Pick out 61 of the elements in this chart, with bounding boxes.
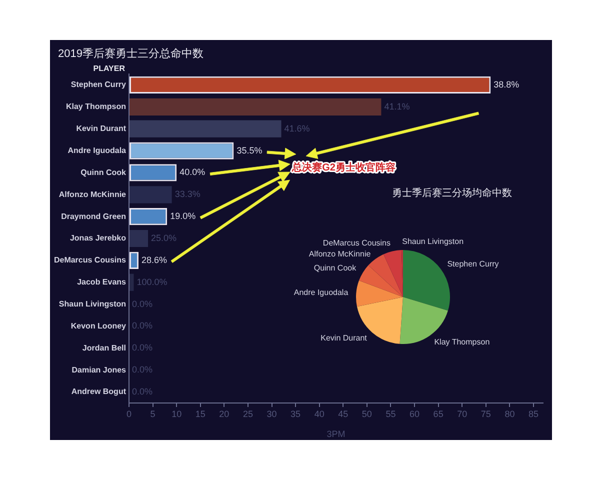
y-tick-label: Quinn Cook [80, 168, 127, 177]
y-tick-label: Damian Jones [72, 365, 127, 374]
y-tick-label: Draymond Green [61, 212, 126, 221]
slice-label: Andre Iguodala [294, 288, 349, 298]
x-tick-label: 20 [219, 408, 230, 419]
x-tick-label: 35 [290, 408, 301, 419]
y-tick-label: Jacob Evans [77, 278, 127, 287]
x-tick-label: 60 [410, 408, 420, 419]
annotation: 0.0% [132, 386, 153, 397]
y-axis-title: PLAYER [93, 64, 126, 74]
annotation: 100.0% [136, 276, 168, 287]
x-tick-label: 15 [195, 408, 206, 419]
x-tick-label: 50 [362, 408, 372, 419]
annotation: 41.1% [384, 101, 410, 112]
x-tick-label: 45 [338, 408, 348, 419]
x-tick-label: 5 [150, 408, 156, 419]
x-tick-label: 10 [172, 408, 182, 419]
annotation: 19.0% [170, 211, 196, 222]
slice-label: Alfonzo McKinnie [308, 250, 372, 259]
annotation: 0.0% [132, 320, 153, 331]
y-tick-label: Shaun Livingston [58, 300, 126, 309]
y-tick-label: Alfonzo McKinnie [58, 190, 127, 199]
slice-label: Quinn Cook [314, 263, 358, 272]
x-tick-label: 65 [433, 408, 444, 419]
annotation: 41.6% [284, 123, 310, 134]
y-tick-label: Stephen Curry [70, 80, 127, 90]
x-tick-label: 85 [528, 408, 538, 419]
y-tick-label: DeMarcus Cousins [54, 256, 127, 265]
slice-label: DeMarcus Cousins [322, 238, 390, 248]
x-tick-label: 30 [266, 408, 277, 419]
annotation: 0.0% [132, 364, 153, 375]
y-tick-label: Andre Iguodala [68, 146, 127, 155]
slice-label: Klay Thompson [434, 337, 490, 346]
annotation: 0.0% [132, 298, 153, 309]
slice-label: Kevin Durant [320, 334, 368, 343]
y-tick-label: Jonas Jerebko [70, 234, 126, 243]
x-tick-label: 25 [242, 408, 253, 419]
annotation: 33.3% [174, 189, 200, 200]
chart-title: 勇士季后赛三分场均命中数 [392, 186, 512, 199]
x-tick-label: 0 [126, 408, 132, 419]
annotation: 38.8% [494, 79, 520, 90]
chart-title: 2019季后赛勇士三分总命中数 [58, 47, 204, 60]
y-tick-label: Jordan Bell [82, 343, 126, 352]
x-tick-label: 55 [386, 408, 396, 419]
annotation: 40.0% [180, 167, 206, 178]
y-tick-label: Klay Thompson [66, 102, 126, 112]
x-tick-label: 80 [504, 408, 515, 419]
y-tick-label: Andrew Bogut [71, 387, 126, 396]
y-tick-label: Kevin Durant [76, 124, 126, 134]
annotation: 35.5% [236, 145, 262, 156]
annotation: 0.0% [132, 342, 153, 353]
slice-label: Shaun Livingston [402, 237, 464, 246]
slice-label: Stephen Curry [447, 259, 499, 268]
x-axis-title: 3PM [326, 429, 346, 440]
x-tick-label: 40 [314, 408, 324, 419]
y-tick-label: Kevon Looney [70, 321, 127, 330]
x-tick-label: 70 [457, 408, 468, 419]
annotation: 总决赛G2勇士收官阵容 [291, 162, 396, 174]
x-tick-label: 75 [480, 408, 491, 419]
annotation: 28.6% [142, 254, 168, 265]
annotation: 25.0% [151, 232, 177, 243]
